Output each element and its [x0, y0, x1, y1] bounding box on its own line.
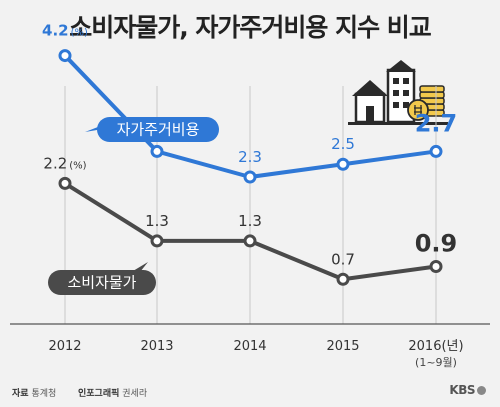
- x-tick-label: 2013: [140, 339, 173, 354]
- houses-coins-icon: [348, 60, 448, 125]
- data-label: 1.3: [238, 212, 262, 230]
- data-point: [150, 234, 164, 248]
- data-label: 2.7: [415, 109, 458, 137]
- series-name-tag: 자가주거비용: [85, 117, 219, 142]
- data-label: 2.3: [238, 148, 262, 166]
- data-label: 0.7: [331, 250, 355, 268]
- data-label: 4.2 (%): [42, 22, 88, 40]
- credit-label: 인포그래픽: [78, 389, 120, 399]
- x-tick-label: 2016(년): [408, 339, 463, 354]
- data-point: [58, 176, 72, 190]
- logo-text: KBS: [449, 383, 475, 397]
- series-name-label: 자가주거비용: [117, 121, 200, 139]
- data-label: 1.3: [145, 212, 169, 230]
- unit-label: (%): [69, 160, 86, 171]
- credit-note: 인포그래픽 권세라: [78, 386, 147, 399]
- data-point: [58, 49, 72, 63]
- data-point: [150, 144, 164, 158]
- source-label: 자료: [12, 389, 29, 399]
- data-point: [336, 157, 350, 171]
- x-tick-note: (1~9월): [415, 356, 457, 369]
- logo-dot-icon: [477, 386, 486, 395]
- credit-value: 권세라: [122, 389, 148, 399]
- kbs-logo: KBS: [449, 383, 486, 397]
- x-tick-label: 2015: [326, 339, 359, 354]
- x-tick-label: 2012: [48, 339, 81, 354]
- data-label: 2.2 (%): [43, 154, 86, 172]
- data-label: 2.5: [331, 135, 355, 153]
- source-value: 통계청: [31, 389, 57, 399]
- chart-title: 소비자물가, 자가주거비용 지수 비교: [69, 13, 432, 42]
- data-point: [243, 234, 257, 248]
- source-note: 자료 통계청: [12, 386, 56, 399]
- unit-label: (%): [71, 28, 88, 39]
- data-label: 0.9: [415, 229, 458, 257]
- data-point: [429, 144, 443, 158]
- tag-background: [48, 270, 156, 295]
- data-point: [429, 259, 443, 273]
- x-tick-label: 2014: [233, 339, 266, 354]
- series-name-tag: 소비자물가: [48, 262, 156, 295]
- tag-background: [97, 117, 219, 142]
- series-name-label: 소비자물가: [67, 274, 136, 292]
- data-point: [243, 170, 257, 184]
- data-point: [336, 272, 350, 286]
